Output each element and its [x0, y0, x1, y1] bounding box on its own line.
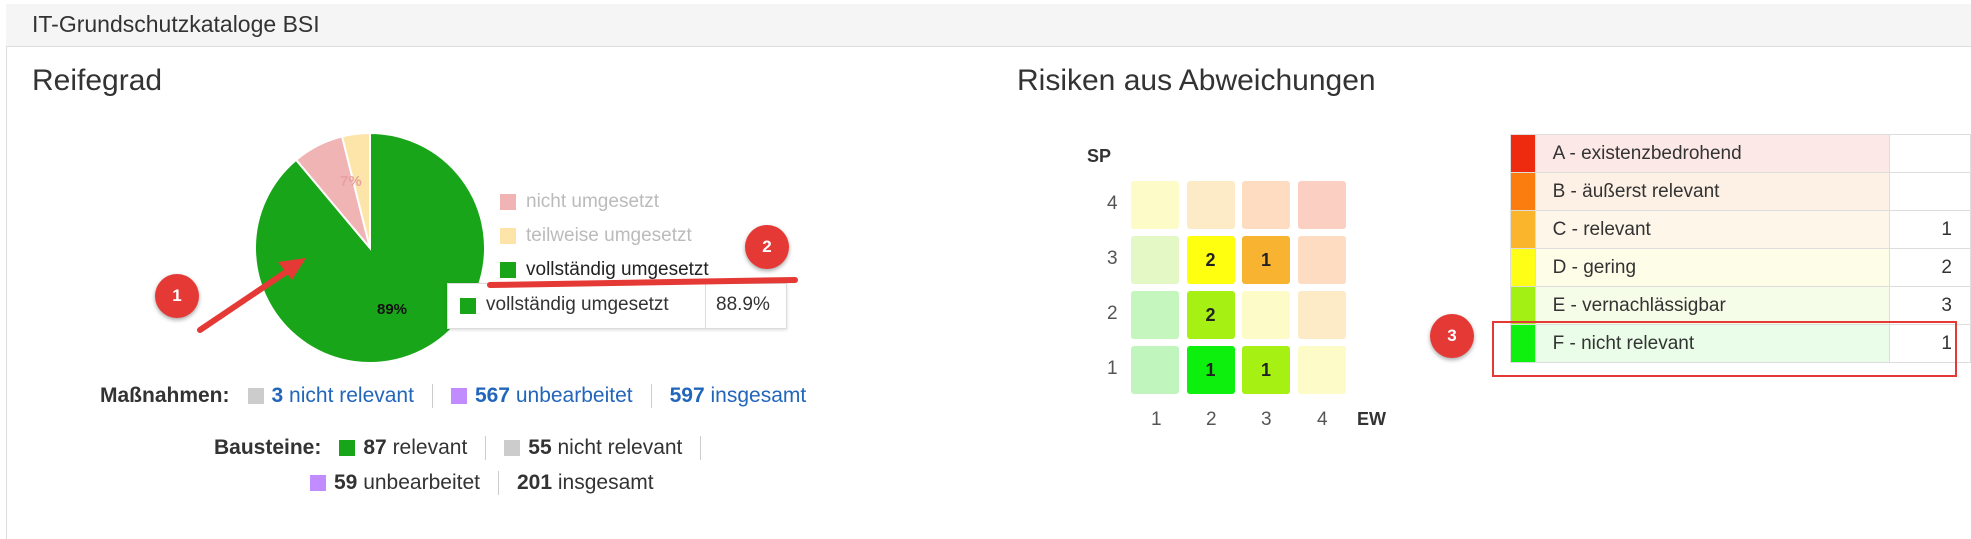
risk-level-label: F - nicht relevant: [1534, 324, 1890, 363]
risk-level-color: [1510, 172, 1536, 211]
matrix-cell[interactable]: [1297, 291, 1346, 339]
matrix-cell[interactable]: [1131, 346, 1179, 394]
status-swatch-purple: [450, 388, 467, 404]
matrix-cell[interactable]: 1: [1242, 236, 1290, 284]
matrix-y-tick: 3: [1107, 248, 1118, 269]
legend-item-vollstaendig-umgesetzt[interactable]: vollständig umgesetzt: [500, 253, 709, 287]
legend-item-teilweise-umgesetzt[interactable]: teilweise umgesetzt: [500, 219, 709, 253]
matrix-cell[interactable]: 1: [1242, 346, 1290, 394]
annotation-badge-3: 3: [1430, 314, 1474, 358]
divider: [485, 436, 487, 460]
bausteine-stats-row2: 59 unbearbeitet 201 insgesamt: [310, 471, 654, 495]
status-swatch-grey: [504, 440, 521, 456]
massnahmen-unbearbeitet-link[interactable]: 567 unbearbeitet: [474, 384, 633, 407]
panel-title: IT-Grundschutzkataloge BSI: [32, 11, 320, 37]
reifegrad-title: Reifegrad: [32, 64, 163, 97]
risk-level-row[interactable]: F - nicht relevant 1: [1510, 324, 1971, 363]
matrix-cell[interactable]: 2: [1186, 236, 1235, 284]
tooltip-swatch: [460, 298, 476, 314]
bausteine-label: Bausteine:: [214, 436, 322, 459]
matrix-cell[interactable]: [1297, 236, 1346, 284]
bausteine-insgesamt[interactable]: 201 insgesamt: [516, 471, 654, 494]
legend-label: vollständig umgesetzt: [526, 259, 709, 280]
matrix-cell[interactable]: [1131, 236, 1179, 284]
matrix-y-tick: 4: [1107, 193, 1118, 214]
matrix-y-tick: 2: [1107, 303, 1118, 324]
divider: [431, 384, 433, 408]
tooltip-divider: [705, 284, 706, 328]
risk-level-row[interactable]: E - vernachlässigbar 3: [1510, 286, 1971, 325]
risk-level-count: 1: [1888, 210, 1971, 249]
divider: [700, 436, 702, 460]
legend-label: teilweise umgesetzt: [526, 225, 692, 246]
matrix-cell[interactable]: [1131, 291, 1179, 339]
matrix-y-tick: 1: [1107, 358, 1118, 379]
risk-level-label: B - äußerst relevant: [1534, 172, 1890, 211]
risk-level-label: D - gering: [1534, 248, 1890, 287]
highlight-box: [1492, 321, 1957, 377]
matrix-x-tick: 1: [1151, 409, 1162, 430]
matrix-cell[interactable]: [1242, 181, 1290, 229]
annotation-badge-1: 1: [155, 274, 199, 318]
matrix-x-tick: 2: [1206, 409, 1217, 430]
risk-level-color: [1510, 286, 1536, 325]
status-swatch-purple: [310, 475, 326, 491]
matrix-x-tick: 3: [1261, 409, 1272, 430]
risk-level-color: [1510, 248, 1536, 287]
risk-level-row[interactable]: D - gering 2: [1510, 248, 1971, 287]
panel-header: IT-Grundschutzkataloge BSI: [6, 4, 1971, 47]
annotation-badge-2: 2: [745, 225, 789, 269]
matrix-cell[interactable]: [1131, 181, 1179, 229]
reifegrad-pie-chart: 7% 89%: [254, 131, 486, 364]
tooltip-label: vollständig umgesetzt: [486, 294, 669, 315]
matrix-cell[interactable]: [1186, 181, 1235, 229]
risk-level-count: 3: [1888, 286, 1971, 325]
matrix-cell[interactable]: [1297, 346, 1346, 394]
risk-level-row[interactable]: A - existenzbedrohend: [1510, 134, 1971, 173]
pie-data-label-nicht-umgesetzt: 7%: [340, 173, 362, 190]
massnahmen-stats: Maßnahmen: 3 nicht relevant 567 unbearbe…: [100, 384, 806, 408]
risk-level-count: 2: [1888, 248, 1971, 287]
legend-swatch: [500, 262, 516, 278]
legend-label: nicht umgesetzt: [526, 191, 660, 212]
risiken-title: Risiken aus Abweichungen: [1017, 64, 1376, 97]
pie-slice-teilweise-umgesetzt[interactable]: [340, 131, 371, 249]
bausteine-relevant[interactable]: 87 relevant: [363, 436, 468, 459]
pie-data-label-vollstaendig-umgesetzt: 89%: [377, 301, 407, 318]
risk-level-label: E - vernachlässigbar: [1534, 286, 1890, 325]
tooltip-value: 88.9%: [716, 294, 770, 315]
risk-level-table: A - existenzbedrohend B - äußerst relevan…: [1510, 134, 1971, 363]
pie-tooltip: vollständig umgesetzt 88.9%: [447, 283, 787, 329]
matrix-x-axis-label: EW: [1357, 409, 1386, 429]
matrix-cell[interactable]: [1242, 291, 1290, 339]
matrix-cell[interactable]: [1297, 181, 1346, 229]
bausteine-unbearbeitet[interactable]: 59 unbearbeitet: [334, 471, 480, 494]
matrix-cell[interactable]: 1: [1186, 346, 1235, 394]
status-swatch-grey: [247, 388, 264, 404]
bausteine-stats: Bausteine: 87 relevant 55 nicht relevant: [214, 436, 719, 460]
risk-level-label: A - existenzbedrohend: [1534, 134, 1890, 173]
matrix-y-axis-label: SP: [1087, 146, 1112, 166]
status-swatch-green: [339, 440, 356, 456]
legend-item-nicht-umgesetzt[interactable]: nicht umgesetzt: [500, 185, 709, 219]
massnahmen-label: Maßnahmen:: [100, 384, 230, 407]
legend-swatch: [500, 228, 516, 244]
bausteine-nicht-relevant[interactable]: 55 nicht relevant: [528, 436, 683, 459]
pie-legend: nicht umgesetzt teilweise umgesetzt voll…: [500, 185, 709, 287]
divider: [650, 384, 652, 408]
massnahmen-nicht-relevant-link[interactable]: 3 nicht relevant: [271, 384, 414, 407]
divider: [497, 471, 499, 495]
legend-swatch: [500, 194, 516, 210]
risk-level-color: [1510, 210, 1536, 249]
matrix-cell[interactable]: 2: [1186, 291, 1235, 339]
matrix-x-tick: 4: [1317, 409, 1328, 430]
risk-level-count: [1888, 134, 1971, 173]
risk-level-row[interactable]: C - relevant 1: [1510, 210, 1971, 249]
massnahmen-insgesamt-link[interactable]: 597 insgesamt: [669, 384, 807, 407]
